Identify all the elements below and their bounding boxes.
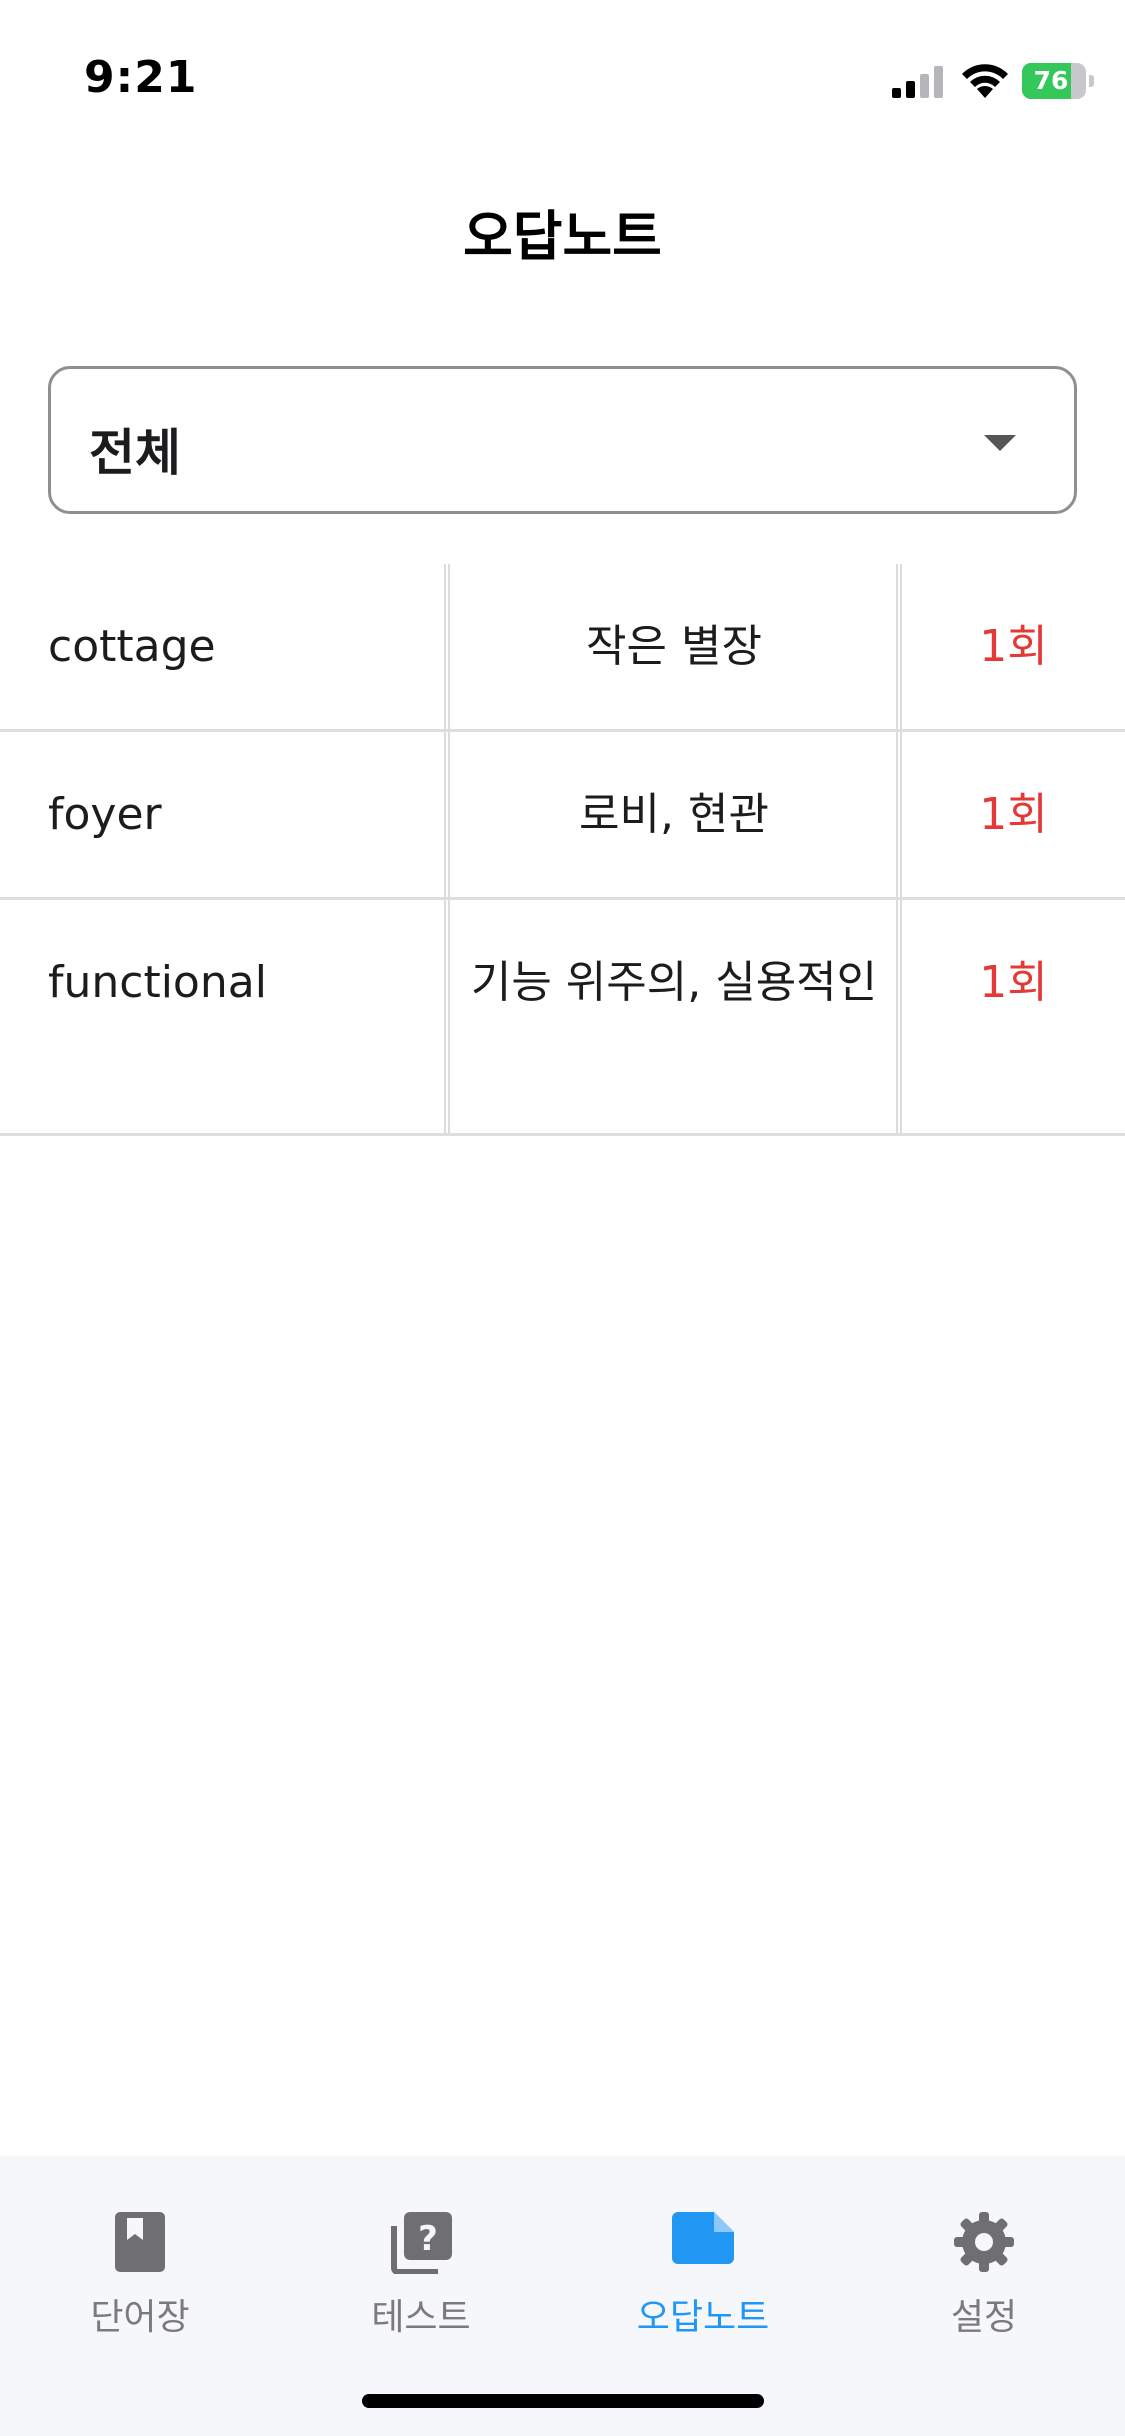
page-title: 오답노트: [463, 205, 662, 268]
tab-label: 오답노트: [636, 2297, 770, 2338]
wrong-count-cell: 1회: [979, 789, 1048, 840]
quiz-question-icon: ?: [391, 2212, 452, 2274]
tab-settings[interactable]: 설정: [874, 2186, 1094, 2338]
column-divider: [444, 564, 450, 729]
meaning-cell: 로비, 현관: [579, 789, 769, 840]
column-divider: [444, 732, 450, 897]
tab-label: 설정: [950, 2297, 1018, 2338]
wrong-count-cell: 1회: [979, 957, 1048, 1008]
filter-dropdown[interactable]: 전체: [48, 366, 1077, 514]
battery-fill: [1022, 63, 1071, 99]
word-cell: functional: [48, 957, 267, 1008]
cellular-signal-icon: [892, 66, 943, 98]
tab-label: 테스트: [371, 2297, 471, 2338]
column-divider: [444, 900, 450, 1133]
column-divider: [896, 900, 902, 1133]
gear-icon: [954, 2212, 1014, 2272]
battery-icon: 76: [1022, 63, 1086, 99]
column-divider: [896, 564, 902, 729]
battery-level: 76: [1033, 66, 1069, 95]
column-divider: [896, 732, 902, 897]
wrong-count-cell: 1회: [979, 621, 1048, 672]
bottom-tab-bar: 단어장 ? 테스트 오답노트: [0, 2156, 1125, 2436]
battery-cap: [1089, 75, 1094, 87]
tab-label: 단어장: [90, 2297, 190, 2338]
caret-down-icon: [984, 435, 1016, 451]
home-indicator[interactable]: [362, 2394, 764, 2408]
table-row[interactable]: cottage 작은 별장 1회: [0, 564, 1125, 732]
table-row[interactable]: foyer 로비, 현관 1회: [0, 732, 1125, 900]
tab-wrong-note[interactable]: 오답노트: [593, 2186, 813, 2338]
note-icon: [672, 2212, 734, 2264]
table-row[interactable]: functional 기능 위주의, 실용적인 1회: [0, 900, 1125, 1136]
wrong-word-table: cottage 작은 별장 1회 foyer 로비, 현관 1회 functio…: [0, 564, 1125, 1136]
svg-text:?: ?: [418, 2219, 438, 2259]
meaning-cell: 작은 별장: [586, 621, 762, 672]
word-cell: foyer: [48, 789, 162, 840]
tab-wordbook[interactable]: 단어장: [30, 2186, 250, 2338]
word-cell: cottage: [48, 621, 216, 672]
book-bookmark-icon: [115, 2212, 165, 2272]
meaning-cell: 기능 위주의, 실용적인: [470, 957, 878, 1008]
status-bar: 9:21 76: [0, 0, 1125, 140]
wifi-icon: [962, 64, 1008, 98]
status-time: 9:21: [84, 52, 198, 103]
tab-test[interactable]: ? 테스트: [311, 2186, 531, 2338]
filter-selected-value: 전체: [89, 424, 181, 482]
